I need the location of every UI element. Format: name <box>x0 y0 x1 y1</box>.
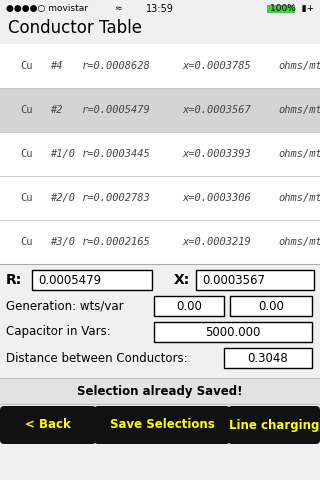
Text: Selection already Saved!: Selection already Saved! <box>77 384 243 397</box>
Text: Capacitor in Vars:: Capacitor in Vars: <box>6 325 111 338</box>
Text: ohms/mt: ohms/mt <box>278 237 320 247</box>
Bar <box>0 132 320 176</box>
Text: #1/0: #1/0 <box>50 149 75 159</box>
Bar <box>0 378 320 404</box>
FancyBboxPatch shape <box>196 270 314 290</box>
Text: x=0.0003785: x=0.0003785 <box>182 61 251 71</box>
Bar <box>267 5 295 13</box>
Text: r=0.0002165: r=0.0002165 <box>82 237 151 247</box>
Text: 0.0005479: 0.0005479 <box>38 274 101 287</box>
Text: 100%  ▮+: 100% ▮+ <box>270 4 314 13</box>
Text: Conductor Table: Conductor Table <box>8 19 142 37</box>
Text: x=0.0003306: x=0.0003306 <box>182 193 251 203</box>
Text: R:: R: <box>6 273 22 287</box>
FancyBboxPatch shape <box>32 270 152 290</box>
Text: r=0.0002783: r=0.0002783 <box>82 193 151 203</box>
Text: < Back: < Back <box>25 419 71 432</box>
Text: x=0.0003393: x=0.0003393 <box>182 149 251 159</box>
Text: Line charging: Line charging <box>229 419 319 432</box>
Text: 0.0003567: 0.0003567 <box>202 274 265 287</box>
Bar <box>0 44 320 88</box>
Text: ●●●●○ movistar: ●●●●○ movistar <box>6 4 88 13</box>
Text: ≈: ≈ <box>114 4 122 13</box>
Text: 0.00: 0.00 <box>258 300 284 312</box>
FancyBboxPatch shape <box>230 296 312 316</box>
Text: Cu: Cu <box>20 149 33 159</box>
FancyBboxPatch shape <box>228 406 320 444</box>
Bar <box>0 176 320 220</box>
FancyBboxPatch shape <box>94 406 230 444</box>
Text: 5000.000: 5000.000 <box>205 325 261 338</box>
Text: ohms/mt: ohms/mt <box>278 61 320 71</box>
FancyBboxPatch shape <box>224 348 312 368</box>
FancyBboxPatch shape <box>0 406 96 444</box>
Text: r=0.0003445: r=0.0003445 <box>82 149 151 159</box>
Text: #2/0: #2/0 <box>50 193 75 203</box>
Text: #2: #2 <box>50 105 62 115</box>
Text: 0.3048: 0.3048 <box>248 351 288 364</box>
Text: Cu: Cu <box>20 193 33 203</box>
Text: Save Selections: Save Selections <box>110 419 214 432</box>
Text: 0.00: 0.00 <box>176 300 202 312</box>
Text: Distance between Conductors:: Distance between Conductors: <box>6 351 188 364</box>
Text: x=0.0003567: x=0.0003567 <box>182 105 251 115</box>
Text: r=0.0005479: r=0.0005479 <box>82 105 151 115</box>
Text: X:: X: <box>174 273 190 287</box>
Text: x=0.0003219: x=0.0003219 <box>182 237 251 247</box>
Text: Cu: Cu <box>20 237 33 247</box>
Bar <box>0 220 320 264</box>
Text: r=0.0008628: r=0.0008628 <box>82 61 151 71</box>
Text: Cu: Cu <box>20 105 33 115</box>
Text: ohms/mt: ohms/mt <box>278 193 320 203</box>
FancyBboxPatch shape <box>154 322 312 342</box>
Text: #3/0: #3/0 <box>50 237 75 247</box>
Text: ohms/mt: ohms/mt <box>278 149 320 159</box>
Text: Cu: Cu <box>20 61 33 71</box>
Text: 13:59: 13:59 <box>146 4 174 14</box>
FancyBboxPatch shape <box>154 296 224 316</box>
Text: ohms/mt: ohms/mt <box>278 105 320 115</box>
Bar <box>0 88 320 132</box>
Text: Generation: wts/var: Generation: wts/var <box>6 300 124 312</box>
Text: #4: #4 <box>50 61 62 71</box>
